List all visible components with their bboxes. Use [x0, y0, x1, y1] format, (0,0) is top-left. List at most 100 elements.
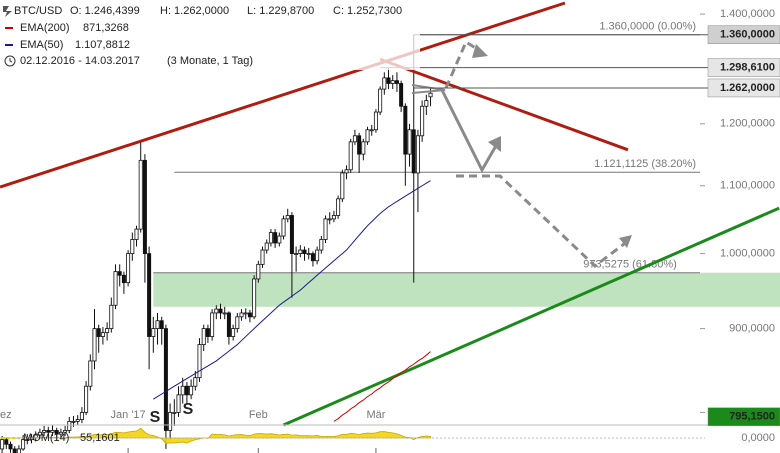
y-tick-label: 1.100,0000	[720, 180, 775, 192]
candle-body	[46, 430, 51, 433]
candle-body	[420, 105, 425, 137]
x-tick-label: Feb	[249, 409, 268, 421]
candle-body	[210, 312, 215, 337]
candle-body	[319, 239, 324, 251]
candle-body	[25, 439, 30, 442]
legend-value: 1.107,8812	[75, 39, 130, 51]
candle-body	[58, 431, 63, 435]
candle-body	[407, 129, 412, 155]
price-tag	[707, 407, 780, 427]
candle-body	[54, 430, 59, 435]
candle-body	[247, 312, 252, 318]
candle-body	[415, 135, 420, 174]
candle-body	[315, 249, 320, 262]
candle-body	[394, 80, 399, 84]
candle-body	[205, 328, 210, 337]
arrow-projection	[456, 174, 625, 268]
candle-body	[138, 159, 143, 230]
candle-body	[84, 385, 89, 413]
candle-body	[109, 304, 114, 329]
candle-body	[142, 159, 147, 254]
candle-body	[268, 232, 273, 244]
candle-body	[260, 249, 265, 265]
candle-body	[121, 274, 126, 284]
axis-layer: 800,0000900,00001.000,00001.100,00001.20…	[0, 8, 775, 453]
ohlc-low: L: 1.229,8700	[247, 5, 314, 17]
candle-body	[231, 328, 236, 337]
candle-body	[201, 328, 206, 345]
candle-body	[256, 263, 261, 280]
candle-body	[378, 88, 383, 113]
candle-body	[323, 218, 328, 240]
candle-body	[273, 232, 278, 244]
trendline	[379, 57, 629, 152]
price-tag-label: 795,1500	[729, 411, 775, 423]
momentum-area	[1, 427, 431, 444]
candle-body	[42, 430, 47, 433]
ohlc-close: C: 1.252,7300	[333, 5, 402, 17]
ema-line	[153, 180, 431, 400]
level-layer: 1.360,0000 (0.00%)1.121,1125 (38.20%)973…	[153, 21, 700, 274]
candle-body	[294, 253, 299, 255]
candle-body	[12, 448, 17, 453]
candle-body	[298, 249, 303, 254]
candle-body	[222, 312, 227, 315]
candle-body	[0, 439, 5, 450]
date-range: 02.12.2016 - 14.03.2017	[20, 55, 140, 67]
y-tick-label: 900,0000	[729, 323, 775, 335]
candle-body	[130, 239, 135, 254]
candle-body	[365, 129, 370, 143]
candle-body	[424, 100, 429, 107]
tag-layer: 1.360,0000 1.298,6100 1.262,0000 795,1500	[380, 25, 780, 427]
candle-body	[306, 253, 311, 255]
candle-body	[163, 328, 168, 431]
candle-body	[403, 105, 408, 155]
arrow-down	[440, 89, 499, 174]
candle-body	[67, 420, 72, 431]
candle-body	[352, 135, 357, 143]
candle-body	[373, 111, 378, 131]
candle-body	[357, 135, 362, 155]
price-tag	[707, 58, 780, 77]
candle-body	[63, 430, 68, 433]
candle-layer	[0, 34, 433, 453]
candle-body	[50, 430, 55, 433]
candle-body	[386, 77, 391, 84]
trendline	[0, 1, 566, 189]
candle-body	[193, 377, 198, 387]
arrow-head	[488, 136, 501, 152]
candle-body	[289, 215, 294, 254]
candle-body	[71, 420, 76, 423]
candle-body	[218, 308, 223, 314]
candle-body	[8, 443, 13, 450]
candle-body	[214, 308, 219, 314]
candle-body	[382, 77, 387, 90]
candle-body	[344, 169, 349, 174]
x-tick-label: ez	[0, 409, 12, 421]
arrow-head	[472, 44, 488, 58]
candle-body	[180, 385, 185, 396]
ohlc-high: H: 1.262,0000	[160, 5, 229, 17]
y-tick-label: 1.200,0000	[720, 118, 775, 130]
candle-body	[340, 172, 345, 200]
level-label: 1.121,1125 (38.20%)	[594, 158, 696, 170]
candle-body	[75, 419, 80, 422]
candle-body	[411, 129, 416, 174]
consolidation-box	[411, 84, 446, 94]
candle-body	[264, 242, 269, 251]
period: (3 Monate, 1 Tag)	[167, 55, 253, 67]
zone-layer	[153, 272, 780, 307]
candle-body	[184, 385, 189, 396]
candle-body	[331, 215, 336, 220]
signal-label: S	[183, 401, 194, 418]
level-label: 1.360,0000 (0.00%)	[599, 21, 696, 33]
candle-body	[117, 271, 122, 276]
arrow-up	[444, 39, 483, 89]
clock-hand	[9, 58, 13, 63]
candle-body	[369, 129, 374, 132]
candle-body	[37, 431, 42, 436]
x-tick-label: Mär	[366, 409, 385, 421]
trendline	[282, 206, 780, 427]
candle-body	[151, 328, 156, 337]
